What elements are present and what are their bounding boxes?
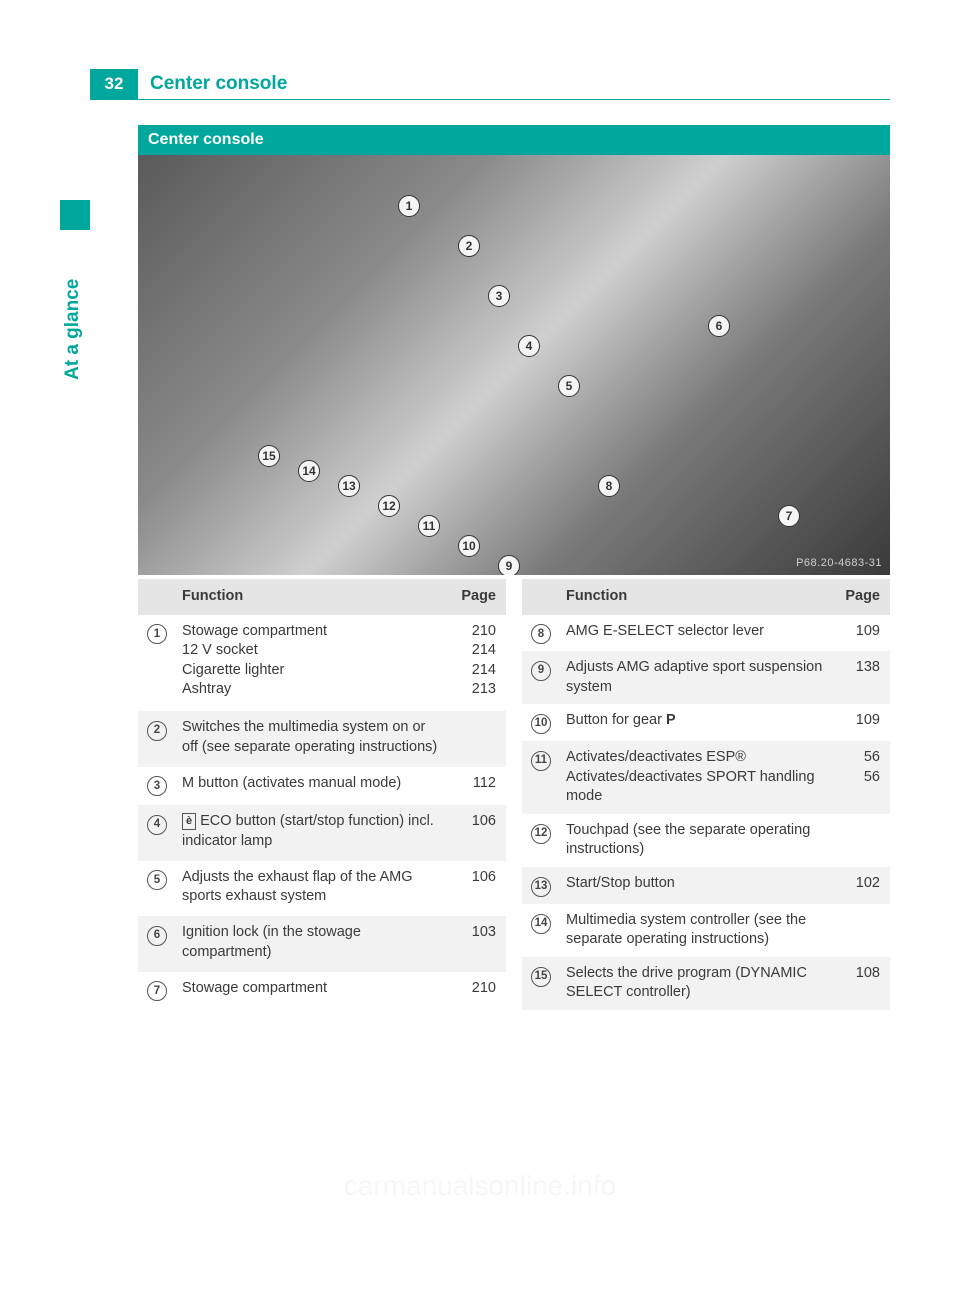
row-page: 106	[451, 861, 506, 917]
callout-9: 9	[498, 555, 520, 575]
row-function: Activates/deactivates ESP®Activates/deac…	[560, 741, 835, 814]
row-function: Button for gear P	[560, 704, 835, 741]
row-marker: 11	[522, 741, 560, 814]
callout-2: 2	[458, 235, 480, 257]
eco-icon: è	[182, 813, 196, 830]
row-function: AMG E-SELECT selector lever	[560, 615, 835, 652]
table-row: 3M button (activates manual mode)112	[138, 767, 506, 805]
row-function: M button (activates manual mode)	[176, 767, 451, 805]
row-page: 210	[451, 972, 506, 1010]
table-row: 5Adjusts the exhaust flap of the AMG spo…	[138, 861, 506, 917]
row-function: Switches the multimedia system on or off…	[176, 711, 451, 767]
callout-13: 13	[338, 475, 360, 497]
row-page	[451, 711, 506, 767]
row-marker: 14	[522, 904, 560, 957]
table-row: 6Ignition lock (in the stowage compartme…	[138, 916, 506, 972]
table-row: 9Adjusts AMG adaptive sport suspension s…	[522, 651, 890, 704]
content-area: Center console P68.20-4683-31 1234567891…	[138, 125, 890, 1010]
row-page: 5656	[835, 741, 890, 814]
page-number: 32	[90, 69, 138, 99]
row-function: Start/Stop button	[560, 867, 835, 904]
table-row: 13Start/Stop button102	[522, 867, 890, 904]
table-row: 1Stowage compartment12 V socketCigarette…	[138, 615, 506, 711]
row-marker: 2	[138, 711, 176, 767]
row-page: 109	[835, 704, 890, 741]
row-page: 112	[451, 767, 506, 805]
table-row: 10Button for gear P109	[522, 704, 890, 741]
table-row: 2Switches the multimedia system on or of…	[138, 711, 506, 767]
table-row: 12Touchpad (see the separate operating i…	[522, 814, 890, 867]
row-marker: 3	[138, 767, 176, 805]
row-marker: 9	[522, 651, 560, 704]
row-marker: 8	[522, 615, 560, 652]
row-marker: 4	[138, 805, 176, 861]
row-function: Touchpad (see the separate operating ins…	[560, 814, 835, 867]
col-marker	[522, 579, 560, 615]
row-page: 102	[835, 867, 890, 904]
row-function: Adjusts AMG adaptive sport suspension sy…	[560, 651, 835, 704]
col-page: Page	[835, 579, 890, 615]
callout-4: 4	[518, 335, 540, 357]
callout-8: 8	[598, 475, 620, 497]
callout-1: 1	[398, 195, 420, 217]
row-function: Stowage compartment12 V socketCigarette …	[176, 615, 451, 711]
row-function: èECO button (start/stop function) incl. …	[176, 805, 451, 861]
row-marker: 15	[522, 957, 560, 1010]
row-page: 103	[451, 916, 506, 972]
row-function: Multimedia system controller (see the se…	[560, 904, 835, 957]
row-marker: 6	[138, 916, 176, 972]
row-marker: 7	[138, 972, 176, 1010]
callout-15: 15	[258, 445, 280, 467]
callout-3: 3	[488, 285, 510, 307]
row-marker: 10	[522, 704, 560, 741]
row-page: 210214214213	[451, 615, 506, 711]
row-function: Adjusts the exhaust flap of the AMG spor…	[176, 861, 451, 917]
table-row: 11Activates/deactivates ESP®Activates/de…	[522, 741, 890, 814]
function-table-right: Function Page 8AMG E-SELECT selector lev…	[522, 579, 890, 1010]
col-marker	[138, 579, 176, 615]
section-banner: Center console	[138, 125, 890, 155]
row-page: 108	[835, 957, 890, 1010]
callout-11: 11	[418, 515, 440, 537]
watermark: carmanualsonline.info	[0, 1170, 960, 1202]
row-function: Selects the drive program (DYNAMIC SELEC…	[560, 957, 835, 1010]
table-row: 15Selects the drive program (DYNAMIC SEL…	[522, 957, 890, 1010]
row-marker: 13	[522, 867, 560, 904]
row-page	[835, 904, 890, 957]
col-page: Page	[451, 579, 506, 615]
row-marker: 1	[138, 615, 176, 711]
row-page: 109	[835, 615, 890, 652]
table-row: 8AMG E-SELECT selector lever109	[522, 615, 890, 652]
sidebar-marker-square	[60, 200, 90, 230]
row-marker: 12	[522, 814, 560, 867]
row-function: Stowage compartment	[176, 972, 451, 1010]
row-function: Ignition lock (in the stowage compartmen…	[176, 916, 451, 972]
center-console-photo: P68.20-4683-31 123456789101112131415	[138, 155, 890, 575]
col-function: Function	[176, 579, 451, 615]
callout-5: 5	[558, 375, 580, 397]
page-header: 32 Center console	[90, 70, 890, 100]
row-page: 138	[835, 651, 890, 704]
row-marker: 5	[138, 861, 176, 917]
callout-10: 10	[458, 535, 480, 557]
function-tables: Function Page 1Stowage compartment12 V s…	[138, 579, 890, 1010]
function-table-left: Function Page 1Stowage compartment12 V s…	[138, 579, 506, 1010]
callout-12: 12	[378, 495, 400, 517]
row-page	[835, 814, 890, 867]
callout-14: 14	[298, 460, 320, 482]
image-reference-code: P68.20-4683-31	[796, 557, 882, 569]
page-header-title: Center console	[138, 73, 287, 99]
row-page: 106	[451, 805, 506, 861]
callout-6: 6	[708, 315, 730, 337]
callout-7: 7	[778, 505, 800, 527]
table-row: 4èECO button (start/stop function) incl.…	[138, 805, 506, 861]
table-row: 14Multimedia system controller (see the …	[522, 904, 890, 957]
table-row: 7Stowage compartment210	[138, 972, 506, 1010]
sidebar-label: At a glance	[62, 279, 84, 380]
col-function: Function	[560, 579, 835, 615]
